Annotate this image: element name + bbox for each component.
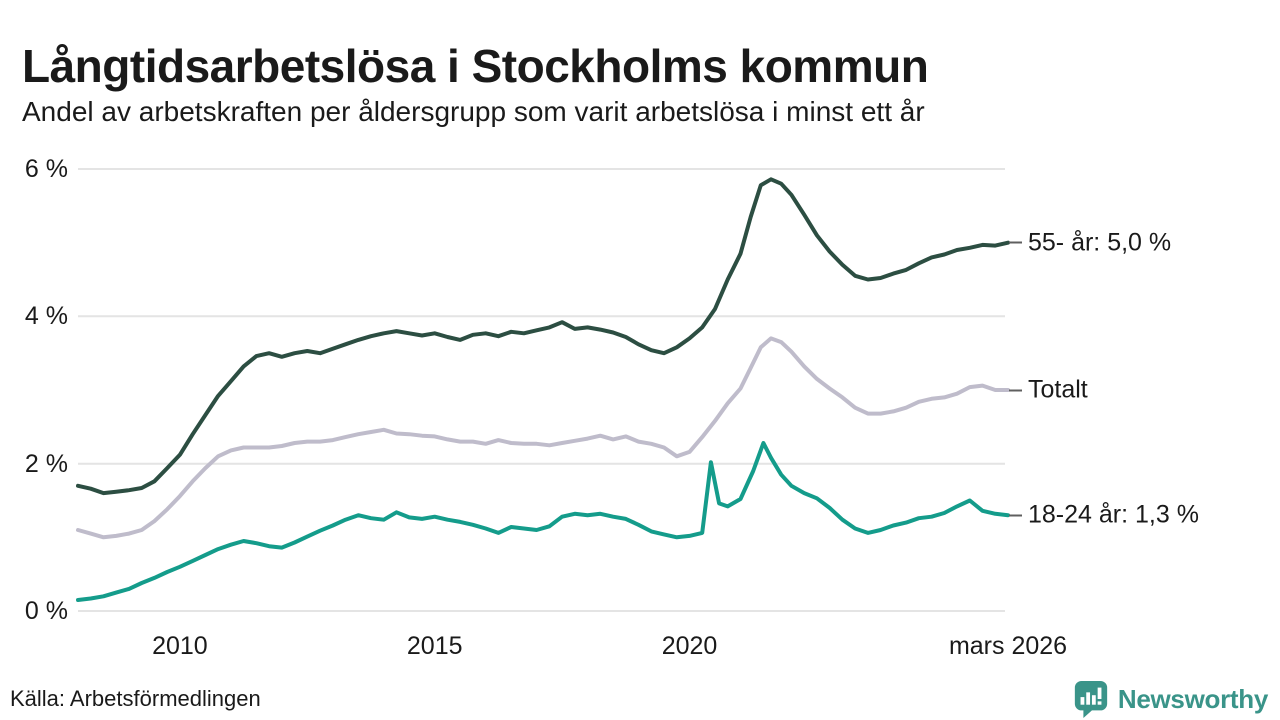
series-label-text: Totalt: [1028, 375, 1088, 404]
series-label-text: 55- år: 5,0 %: [1028, 228, 1172, 257]
series-label-tick: [1009, 241, 1022, 244]
series-line-0: [76, 177, 1010, 496]
series-label-1: Totalt: [1009, 376, 1088, 405]
page-title: Långtidsarbetslösa i Stockholms kommun: [22, 39, 929, 92]
source-note: Källa: Arbetsförmedlingen: [10, 686, 261, 711]
series-line-2: [76, 441, 1010, 602]
series-label-2: 18-24 år: 1,3 %: [1009, 501, 1199, 530]
y-axis-tick-label-0: 0 %: [24, 597, 68, 625]
y-axis-tick-label-3: 6 %: [24, 155, 68, 183]
series-label-0: 55- år: 5,0 %: [1009, 228, 1171, 257]
newsworthy-logo: Newsworthy: [1072, 680, 1268, 718]
series-label-tick: [1009, 389, 1022, 391]
x-axis-tick-label-2: 2020: [661, 632, 718, 660]
chart-subtitle: Andel av arbetskraften per åldersgrupp s…: [22, 96, 925, 127]
series-line-1: [76, 336, 1010, 540]
newsworthy-bar-chart-bubble-icon: [1074, 680, 1107, 718]
x-axis-tick-label-1: 2015: [406, 632, 463, 660]
series-label-tick: [1009, 514, 1022, 517]
y-axis-tick-label-2: 4 %: [24, 302, 68, 331]
series-label-text: 18-24 år: 1,3 %: [1028, 500, 1199, 529]
y-axis-tick-label-1: 2 %: [24, 449, 68, 478]
newsworthy-wordmark: Newsworthy: [1117, 683, 1268, 714]
x-axis-tick-label-0: 2010: [152, 632, 208, 660]
x-axis-tick-label-3: mars 2026: [948, 632, 1068, 660]
